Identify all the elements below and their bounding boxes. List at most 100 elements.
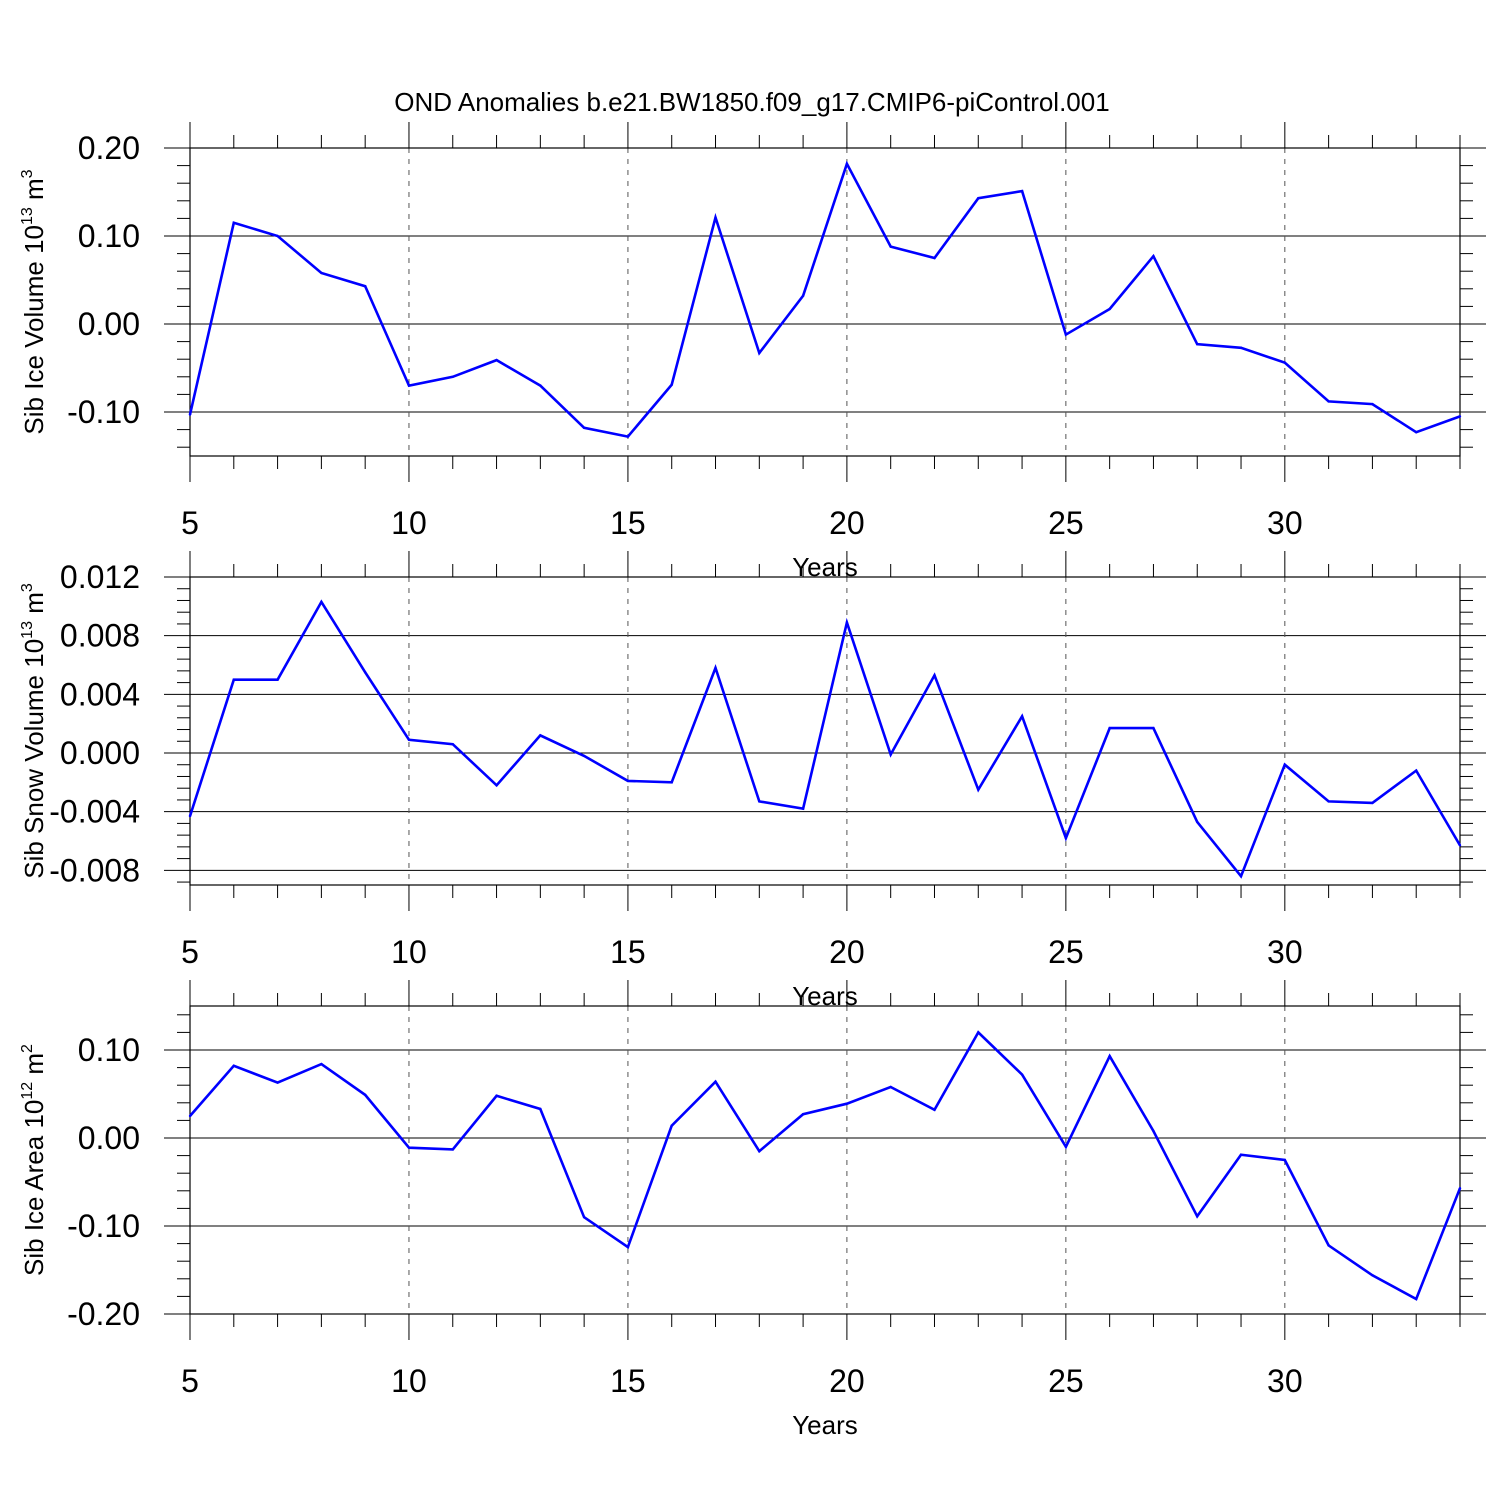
y-tick-label: -0.004: [49, 794, 140, 830]
data-point: [977, 788, 980, 791]
y-axis-title-unit: m: [19, 592, 49, 621]
x-tick-label: 15: [610, 505, 646, 541]
data-point: [714, 666, 717, 670]
data-point: [232, 221, 235, 224]
data-point: [1415, 769, 1418, 772]
chart-panel-2: -0.008 -0.004 0.000 0.004 0.008 0.012 5 10 15 20 2…: [19, 551, 1486, 1011]
data-point: [977, 1031, 980, 1034]
data-point: [232, 678, 235, 681]
data-point: [1327, 1244, 1330, 1247]
data-point: [933, 1108, 936, 1112]
y-tick-label: 0.20: [78, 130, 140, 166]
y-tick-label: -0.20: [67, 1296, 140, 1332]
data-point: [1152, 255, 1155, 258]
data-point: [801, 294, 805, 298]
data-point: [276, 234, 279, 238]
data-point: [801, 807, 805, 810]
data-point: [845, 162, 849, 166]
data-point: [1239, 1153, 1243, 1156]
y-tick-label: 0.008: [60, 618, 140, 654]
x-tick-label: 30: [1267, 1363, 1303, 1399]
x-tick-label: 5: [181, 505, 199, 541]
data-point: [539, 1107, 542, 1111]
y-tick-label: 0.00: [78, 306, 140, 342]
data-point: [1064, 836, 1068, 840]
data-point: [451, 375, 454, 378]
data-point: [1196, 820, 1199, 824]
data-point: [539, 734, 542, 737]
data-point: [276, 1081, 279, 1084]
y-tick-label: 0.10: [78, 1032, 140, 1068]
data-point: [582, 1216, 586, 1219]
data-point: [320, 600, 323, 604]
y-tick-label: 0.012: [60, 559, 140, 595]
y-axis-title-unit: m: [19, 178, 49, 207]
data-point: [626, 1245, 630, 1249]
y-tick-label: -0.10: [67, 1208, 140, 1244]
data-point: [363, 671, 367, 674]
data-point: [1283, 763, 1287, 766]
data-point: [1327, 400, 1330, 403]
x-tick-label: 5: [181, 1363, 199, 1399]
data-point: [1415, 1297, 1418, 1301]
data-point: [582, 754, 586, 758]
data-point: [714, 1080, 717, 1083]
data-point: [670, 781, 673, 784]
x-tick-label: 25: [1048, 934, 1084, 970]
x-tick-label: 10: [391, 505, 427, 541]
data-point: [758, 351, 761, 355]
data-point: [495, 784, 498, 787]
x-tick-label: 25: [1048, 505, 1084, 541]
data-point: [1152, 726, 1155, 730]
x-tick-label: 20: [829, 1363, 865, 1399]
data-point: [670, 1124, 673, 1127]
plot-frame: [189, 576, 1461, 886]
x-tick-label: 15: [610, 934, 646, 970]
x-tick-label: 10: [391, 1363, 427, 1399]
data-point: [1196, 343, 1199, 346]
data-point: [889, 245, 892, 248]
data-point: [1239, 346, 1243, 349]
series-line: [188, 599, 1462, 879]
data-point: [845, 621, 849, 624]
x-tick-label: 20: [829, 505, 865, 541]
data-point: [714, 216, 717, 219]
data-point: [889, 1085, 892, 1089]
data-point: [670, 383, 673, 386]
data-point: [1283, 1158, 1287, 1162]
y-axis-title-exponent: 13: [19, 621, 36, 639]
data-point: [889, 753, 892, 756]
data-point: [1239, 875, 1243, 878]
data-point: [1020, 1073, 1024, 1076]
data-point: [758, 800, 761, 803]
data-point: [1283, 361, 1287, 364]
series-line: [189, 1030, 1462, 1301]
data-point: [801, 1113, 805, 1116]
series-line: [188, 160, 1461, 439]
chart-panel-3: -0.20 -0.10 0.00 0.10 5 10 15 20 25 30 Years Sib Ic…: [19, 980, 1486, 1440]
y-tick-label: 0.004: [60, 676, 140, 712]
x-tick-label: 10: [391, 934, 427, 970]
data-point: [495, 358, 498, 362]
x-tick-label: 30: [1267, 505, 1303, 541]
y-axis-title-exponent: 13: [19, 207, 36, 225]
y-axis-title: Sib Ice Area 1012 m2: [19, 1044, 49, 1276]
data-point: [1196, 1215, 1199, 1218]
data-point: [1108, 726, 1111, 730]
data-point: [1108, 307, 1111, 311]
y-axis-title: Sib Snow Volume 1013 m3: [19, 583, 49, 879]
data-point: [363, 284, 367, 288]
data-point: [977, 196, 980, 200]
data-point: [1152, 1129, 1155, 1133]
y-tick-label: -0.10: [67, 394, 140, 430]
data-point: [1020, 715, 1024, 718]
y-axis-title-text: Sib Ice Area 10: [19, 1100, 49, 1276]
data-point: [1108, 1054, 1111, 1058]
data-point: [1064, 1145, 1068, 1149]
data-point: [1371, 402, 1374, 406]
x-tick-label: 30: [1267, 934, 1303, 970]
data-point: [845, 1102, 849, 1105]
x-tick-label: 20: [829, 934, 865, 970]
data-point: [1020, 189, 1024, 193]
